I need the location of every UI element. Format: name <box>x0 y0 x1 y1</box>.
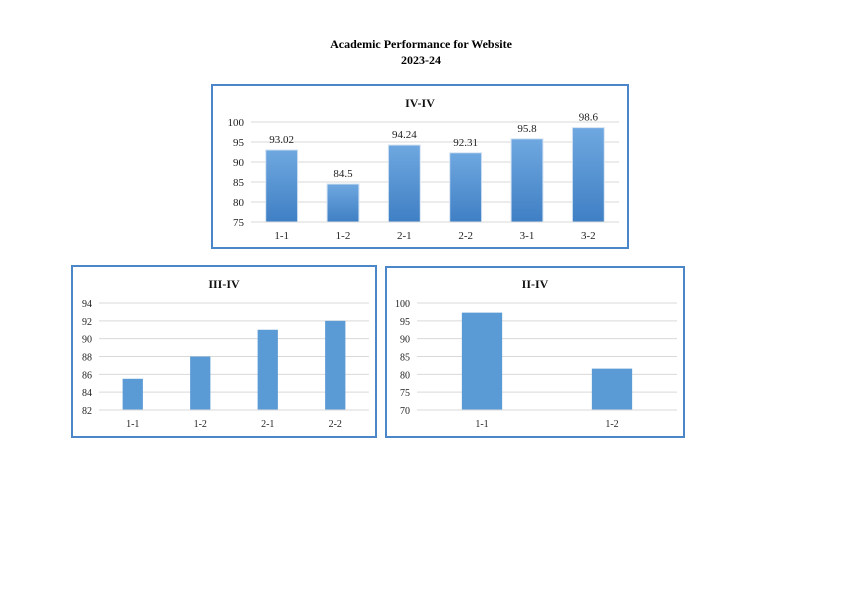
y-tick-label: 90 <box>233 157 245 169</box>
chart-title: IV-IV <box>405 96 435 110</box>
data-label: 94.24 <box>392 129 417 141</box>
bar <box>510 138 544 223</box>
y-tick-label: 85 <box>233 177 245 189</box>
x-tick-label: 3-1 <box>520 230 535 242</box>
bar <box>190 356 211 410</box>
y-tick-label: 95 <box>400 317 410 328</box>
y-tick-label: 86 <box>82 370 92 381</box>
y-tick-label: 90 <box>400 335 410 346</box>
x-tick-label: 2-1 <box>397 230 412 242</box>
x-tick-label: 1-1 <box>126 419 139 430</box>
x-tick-label: 1-2 <box>336 230 351 242</box>
bar <box>387 144 421 223</box>
x-tick-label: 1-2 <box>194 419 207 430</box>
x-tick-label: 2-1 <box>261 419 274 430</box>
x-tick-label: 2-2 <box>458 230 473 242</box>
y-tick-label: 90 <box>82 335 92 346</box>
y-tick-label: 88 <box>82 353 92 364</box>
page-subtitle: 2023-24 <box>401 53 441 67</box>
chart-svg: II-IV 70 75 80 85 90 95 100 1-1 1-2 <box>395 277 677 430</box>
chart-title: III-IV <box>208 277 240 291</box>
data-label: 93.02 <box>269 134 294 146</box>
x-tick-label: 3-2 <box>581 230 596 242</box>
x-tick-label: 1-1 <box>475 419 488 430</box>
chart-title: II-IV <box>522 277 549 291</box>
bar <box>326 183 360 223</box>
y-tick-label: 94 <box>82 299 92 310</box>
x-tick-label: 2-2 <box>329 419 342 430</box>
x-tick-label: 1-2 <box>605 419 618 430</box>
data-label: 84.5 <box>333 168 353 180</box>
data-label: 98.6 <box>579 112 599 124</box>
y-tick-label: 84 <box>82 388 92 399</box>
data-label: 92.31 <box>453 137 478 149</box>
y-tick-label: 100 <box>395 299 410 310</box>
bar <box>325 320 346 410</box>
y-tick-label: 70 <box>400 406 410 417</box>
bar <box>571 127 605 223</box>
y-tick-label: 82 <box>82 406 92 417</box>
y-tick-label: 100 <box>228 117 245 129</box>
bar <box>265 149 299 223</box>
y-tick-label: 75 <box>233 217 245 229</box>
bar <box>449 152 483 223</box>
y-tick-label: 75 <box>400 388 410 399</box>
bar <box>461 312 503 410</box>
chart-svg: III-IV 82 84 86 88 90 92 94 1-1 1-2 2-1 2-2 <box>82 277 369 430</box>
chart-svg: IV-IV 75 80 85 90 95 100 1-1 93.02 1-2 84.5 2-1 94.2… <box>228 96 619 242</box>
chart-iii-iv: III-IV 82 84 86 88 90 92 94 1-1 1-2 2-1 2-2 <box>71 265 377 438</box>
y-tick-label: 85 <box>400 353 410 364</box>
y-tick-label: 92 <box>82 317 92 328</box>
y-tick-label: 80 <box>233 197 245 209</box>
chart-iv-iv: IV-IV 75 80 85 90 95 100 1-1 93.02 1-2 84.5 2-1 94.2… <box>211 84 629 249</box>
y-tick-label: 80 <box>400 370 410 381</box>
y-tick-label: 95 <box>233 137 245 149</box>
bar <box>122 378 143 410</box>
data-label: 95.8 <box>517 123 537 135</box>
bar <box>257 329 278 410</box>
bar <box>591 368 633 410</box>
x-tick-label: 1-1 <box>274 230 289 242</box>
chart-ii-iv: II-IV 70 75 80 85 90 95 100 1-1 1-2 <box>385 266 685 438</box>
page-title: Academic Performance for Website <box>330 37 512 51</box>
